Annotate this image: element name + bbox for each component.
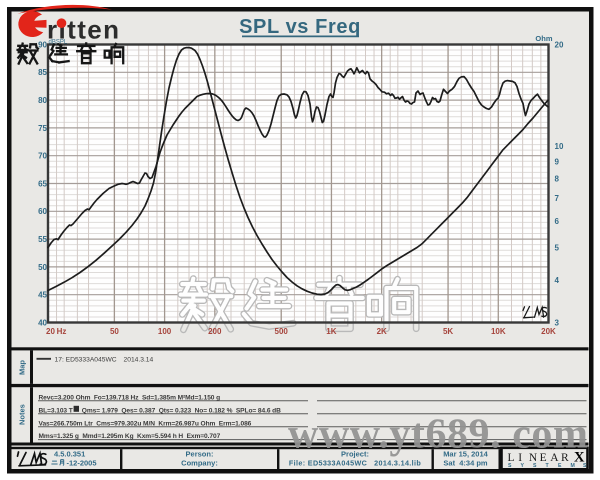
svg-text:85: 85 bbox=[38, 68, 47, 77]
svg-text:20K: 20K bbox=[541, 327, 556, 336]
svg-text:65: 65 bbox=[38, 179, 47, 188]
svg-text:Hz: Hz bbox=[57, 327, 67, 336]
svg-text:60: 60 bbox=[38, 207, 47, 216]
svg-text:L: L bbox=[508, 452, 515, 464]
svg-text:100: 100 bbox=[158, 327, 172, 336]
svg-text:M: M bbox=[571, 463, 575, 469]
svg-text:-12-2005: -12-2005 bbox=[67, 458, 97, 467]
svg-text:10K: 10K bbox=[491, 327, 506, 336]
svg-text:Notes: Notes bbox=[18, 404, 27, 425]
svg-text:8: 8 bbox=[555, 175, 560, 184]
svg-text:9: 9 bbox=[555, 157, 560, 166]
svg-text:N: N bbox=[529, 452, 538, 464]
svg-text:S: S bbox=[583, 463, 587, 469]
svg-text:80: 80 bbox=[38, 96, 47, 105]
svg-text:50: 50 bbox=[110, 327, 119, 336]
svg-text:5: 5 bbox=[555, 244, 560, 253]
svg-text:ritten: ritten bbox=[47, 15, 120, 45]
svg-text:A: A bbox=[550, 452, 559, 464]
svg-text:4: 4 bbox=[555, 276, 560, 285]
svg-text:7: 7 bbox=[555, 194, 560, 203]
svg-text:X: X bbox=[574, 450, 585, 466]
svg-text:90: 90 bbox=[38, 40, 47, 49]
svg-text:200: 200 bbox=[208, 327, 222, 336]
svg-text:S: S bbox=[508, 463, 512, 469]
svg-text:5K: 5K bbox=[443, 327, 453, 336]
svg-text:20: 20 bbox=[555, 40, 564, 49]
svg-text:BL=3.103 T: BL=3.103 T bbox=[39, 407, 73, 414]
svg-text:20: 20 bbox=[46, 327, 55, 336]
svg-text:4.5.0.351: 4.5.0.351 bbox=[54, 450, 85, 459]
svg-text:E: E bbox=[540, 452, 547, 464]
svg-text:Qms= 1.979 Qes= 0.387 Qts= 0: Qms= 1.979 Qes= 0.387 Qts= 0.323 No= 0.1… bbox=[82, 407, 281, 414]
svg-text:Sat 4:34 pm: Sat 4:34 pm bbox=[443, 459, 488, 468]
svg-text:1K: 1K bbox=[326, 327, 336, 336]
svg-text:T: T bbox=[546, 463, 550, 469]
svg-text:70: 70 bbox=[38, 152, 47, 161]
svg-text:55: 55 bbox=[38, 235, 47, 244]
svg-text:File: ED5333A045WC 2014.3.14: File: ED5333A045WC 2014.3.14.lib bbox=[289, 458, 421, 467]
svg-text:45: 45 bbox=[38, 291, 47, 300]
svg-text:40: 40 bbox=[38, 318, 47, 327]
svg-text:500: 500 bbox=[275, 327, 289, 336]
svg-text:R: R bbox=[561, 452, 569, 464]
svg-text:Mms=1.325 g Mmd=1.295m Kg Kx: Mms=1.325 g Mmd=1.295m Kg Kxm=5.594 h H … bbox=[39, 433, 221, 440]
svg-text:Vas=266.750m Ltr Cms=979.302u: Vas=266.750m Ltr Cms=979.302u M/N Krm=26… bbox=[39, 420, 252, 427]
svg-text:3: 3 bbox=[555, 318, 560, 327]
svg-text:www.yt689. com: www.yt689. com bbox=[288, 412, 589, 458]
svg-text:E: E bbox=[558, 463, 562, 469]
svg-text:Ohm: Ohm bbox=[535, 34, 552, 43]
svg-text:Company:: Company: bbox=[181, 458, 218, 467]
svg-text:SPL vs Freq: SPL vs Freq bbox=[239, 16, 361, 38]
svg-text:S: S bbox=[533, 463, 537, 469]
svg-text:Y: Y bbox=[521, 463, 525, 469]
svg-text:Revc=3.200 Ohm Fo=139.718 Hz: Revc=3.200 Ohm Fo=139.718 Hz Sd=1.385m M… bbox=[39, 394, 221, 401]
svg-text:Person:: Person: bbox=[186, 449, 214, 458]
svg-text:17: ED5333A045WC: 17: ED5333A045WC bbox=[55, 357, 117, 364]
svg-text:75: 75 bbox=[38, 124, 47, 133]
svg-text:2K: 2K bbox=[377, 327, 387, 336]
svg-text:6: 6 bbox=[555, 217, 560, 226]
svg-text:2014.3.14: 2014.3.14 bbox=[124, 357, 154, 364]
svg-text:Project:: Project: bbox=[341, 449, 369, 458]
svg-text:10: 10 bbox=[555, 142, 564, 151]
svg-text:Mar 15, 2014: Mar 15, 2014 bbox=[443, 450, 488, 459]
svg-text:Map: Map bbox=[18, 360, 27, 375]
svg-text:dBSPL: dBSPL bbox=[49, 39, 68, 45]
svg-text:50: 50 bbox=[38, 263, 47, 272]
svg-text:I: I bbox=[518, 452, 522, 464]
